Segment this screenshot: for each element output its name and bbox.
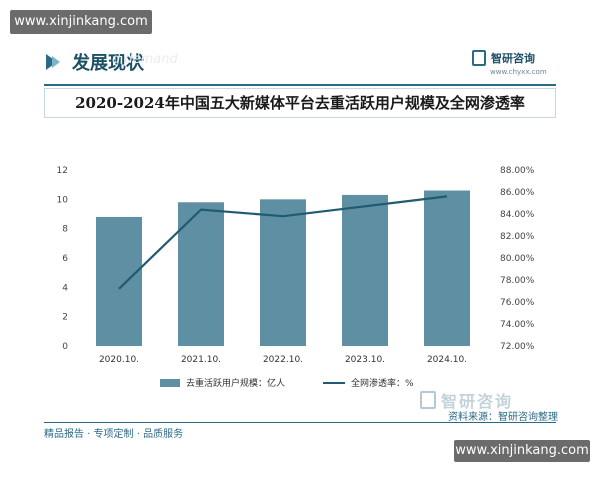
x-tick-label: 2024.10. — [427, 355, 467, 365]
y-right-tick-label: 74.00% — [500, 320, 535, 330]
y-left-tick-label: 6 — [62, 254, 68, 264]
watermark-bottom: www.xinjinkang.com — [454, 440, 590, 462]
y-right-tick-label: 72.00% — [500, 342, 535, 352]
y-left-tick-labels: 0 2 4 6 8 10 12 — [57, 166, 69, 352]
brand-mark-icon — [420, 391, 436, 409]
top-divider — [44, 84, 556, 86]
legend-bar-label: 去重活跃用户规模：亿人 — [186, 379, 286, 389]
bottom-divider — [44, 422, 556, 423]
brand-logo-block: 智研咨询 — [472, 50, 535, 66]
y-right-tick-label: 88.00% — [500, 166, 535, 176]
y-right-tick-label: 78.00% — [500, 276, 535, 286]
bar-0 — [96, 216, 142, 346]
legend-bar-swatch — [160, 378, 180, 387]
y-left-tick-label: 8 — [62, 225, 68, 235]
x-tick-label: 2023.10. — [345, 355, 385, 365]
x-tick-label: 2020.10. — [99, 355, 139, 365]
y-left-tick-label: 12 — [57, 166, 68, 176]
section-ghost-text: d demand — [112, 52, 178, 67]
brand-mark-name: 智研咨询 — [441, 392, 514, 411]
x-tick-label: 2021.10. — [181, 355, 221, 365]
y-left-tick-label: 4 — [62, 283, 68, 293]
source-note: 资料来源：智研咨询整理 — [448, 412, 558, 423]
chart-title: 2020-2024年中国五大新媒体平台去重活跃用户规模及全网渗透率 — [44, 88, 556, 118]
legend-line-swatch — [323, 381, 346, 384]
bar-3 — [342, 194, 388, 346]
y-right-tick-label: 76.00% — [500, 298, 535, 308]
brand-logo-icon — [472, 50, 486, 66]
y-left-tick-label: 2 — [62, 313, 68, 323]
y-right-tick-label: 84.00% — [500, 210, 535, 220]
y-right-tick-label: 82.00% — [500, 232, 535, 242]
x-tick-label: 2022.10. — [263, 355, 303, 365]
bar-2 — [260, 199, 306, 346]
footer-tagline: 精品报告 · 专项定制 · 品质服务 — [44, 429, 184, 440]
penetration-line — [118, 195, 448, 290]
section-header: 发展现状 — [46, 48, 144, 76]
section-title: 发展现状 — [72, 53, 144, 74]
brand-name: 智研咨询 — [491, 52, 535, 65]
y-right-tick-labels: 72.00% 74.00% 76.00% 78.00% 80.00% 82.00% 84.0… — [500, 166, 535, 352]
y-right-tick-label: 86.00% — [500, 188, 535, 198]
watermark-top: www.xinjinkang.com — [10, 10, 152, 34]
bar-1 — [178, 202, 224, 346]
play-arrow-icon — [46, 54, 62, 70]
legend-line-label: 全网渗透率：% — [351, 379, 414, 389]
bars-group — [96, 190, 470, 346]
y-left-tick-label: 10 — [57, 195, 69, 205]
bar-4 — [424, 190, 470, 346]
brand-url: www.chyxx.com — [490, 68, 547, 76]
legend: 去重活跃用户规模：亿人 全网渗透率：% — [160, 376, 414, 389]
source-brand-mark: 智研咨询 — [420, 388, 513, 412]
y-right-tick-label: 80.00% — [500, 254, 535, 264]
y-left-tick-label: 0 — [62, 342, 68, 352]
x-tick-labels: 2020.10. 2021.10. 2022.10. 2023.10. 2024.10. — [99, 355, 467, 365]
